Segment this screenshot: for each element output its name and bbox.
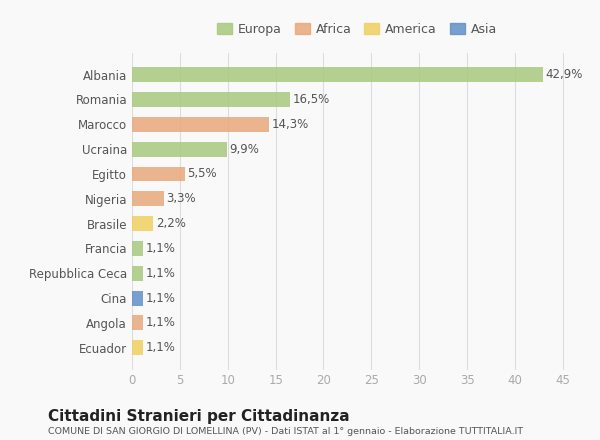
Text: 1,1%: 1,1% — [145, 267, 175, 280]
Bar — [132, 92, 290, 107]
Bar — [132, 340, 143, 355]
Bar — [132, 266, 143, 281]
Text: 42,9%: 42,9% — [545, 68, 583, 81]
Text: 1,1%: 1,1% — [145, 341, 175, 354]
Legend: Europa, Africa, America, Asia: Europa, Africa, America, Asia — [212, 18, 502, 41]
Text: COMUNE DI SAN GIORGIO DI LOMELLINA (PV) - Dati ISTAT al 1° gennaio - Elaborazion: COMUNE DI SAN GIORGIO DI LOMELLINA (PV) … — [48, 427, 523, 436]
Text: 2,2%: 2,2% — [156, 217, 186, 230]
Text: 1,1%: 1,1% — [145, 292, 175, 304]
Bar — [132, 142, 227, 157]
Bar — [132, 315, 143, 330]
Bar — [132, 166, 185, 181]
Bar — [132, 216, 153, 231]
Text: 3,3%: 3,3% — [166, 192, 196, 205]
Bar — [132, 241, 143, 256]
Bar — [132, 117, 269, 132]
Text: 1,1%: 1,1% — [145, 316, 175, 330]
Text: 5,5%: 5,5% — [188, 168, 217, 180]
Text: 14,3%: 14,3% — [272, 118, 309, 131]
Text: 9,9%: 9,9% — [230, 143, 260, 156]
Text: Cittadini Stranieri per Cittadinanza: Cittadini Stranieri per Cittadinanza — [48, 409, 350, 424]
Bar — [132, 291, 143, 305]
Text: 1,1%: 1,1% — [145, 242, 175, 255]
Bar — [132, 67, 543, 82]
Text: 16,5%: 16,5% — [293, 93, 330, 106]
Bar — [132, 191, 164, 206]
